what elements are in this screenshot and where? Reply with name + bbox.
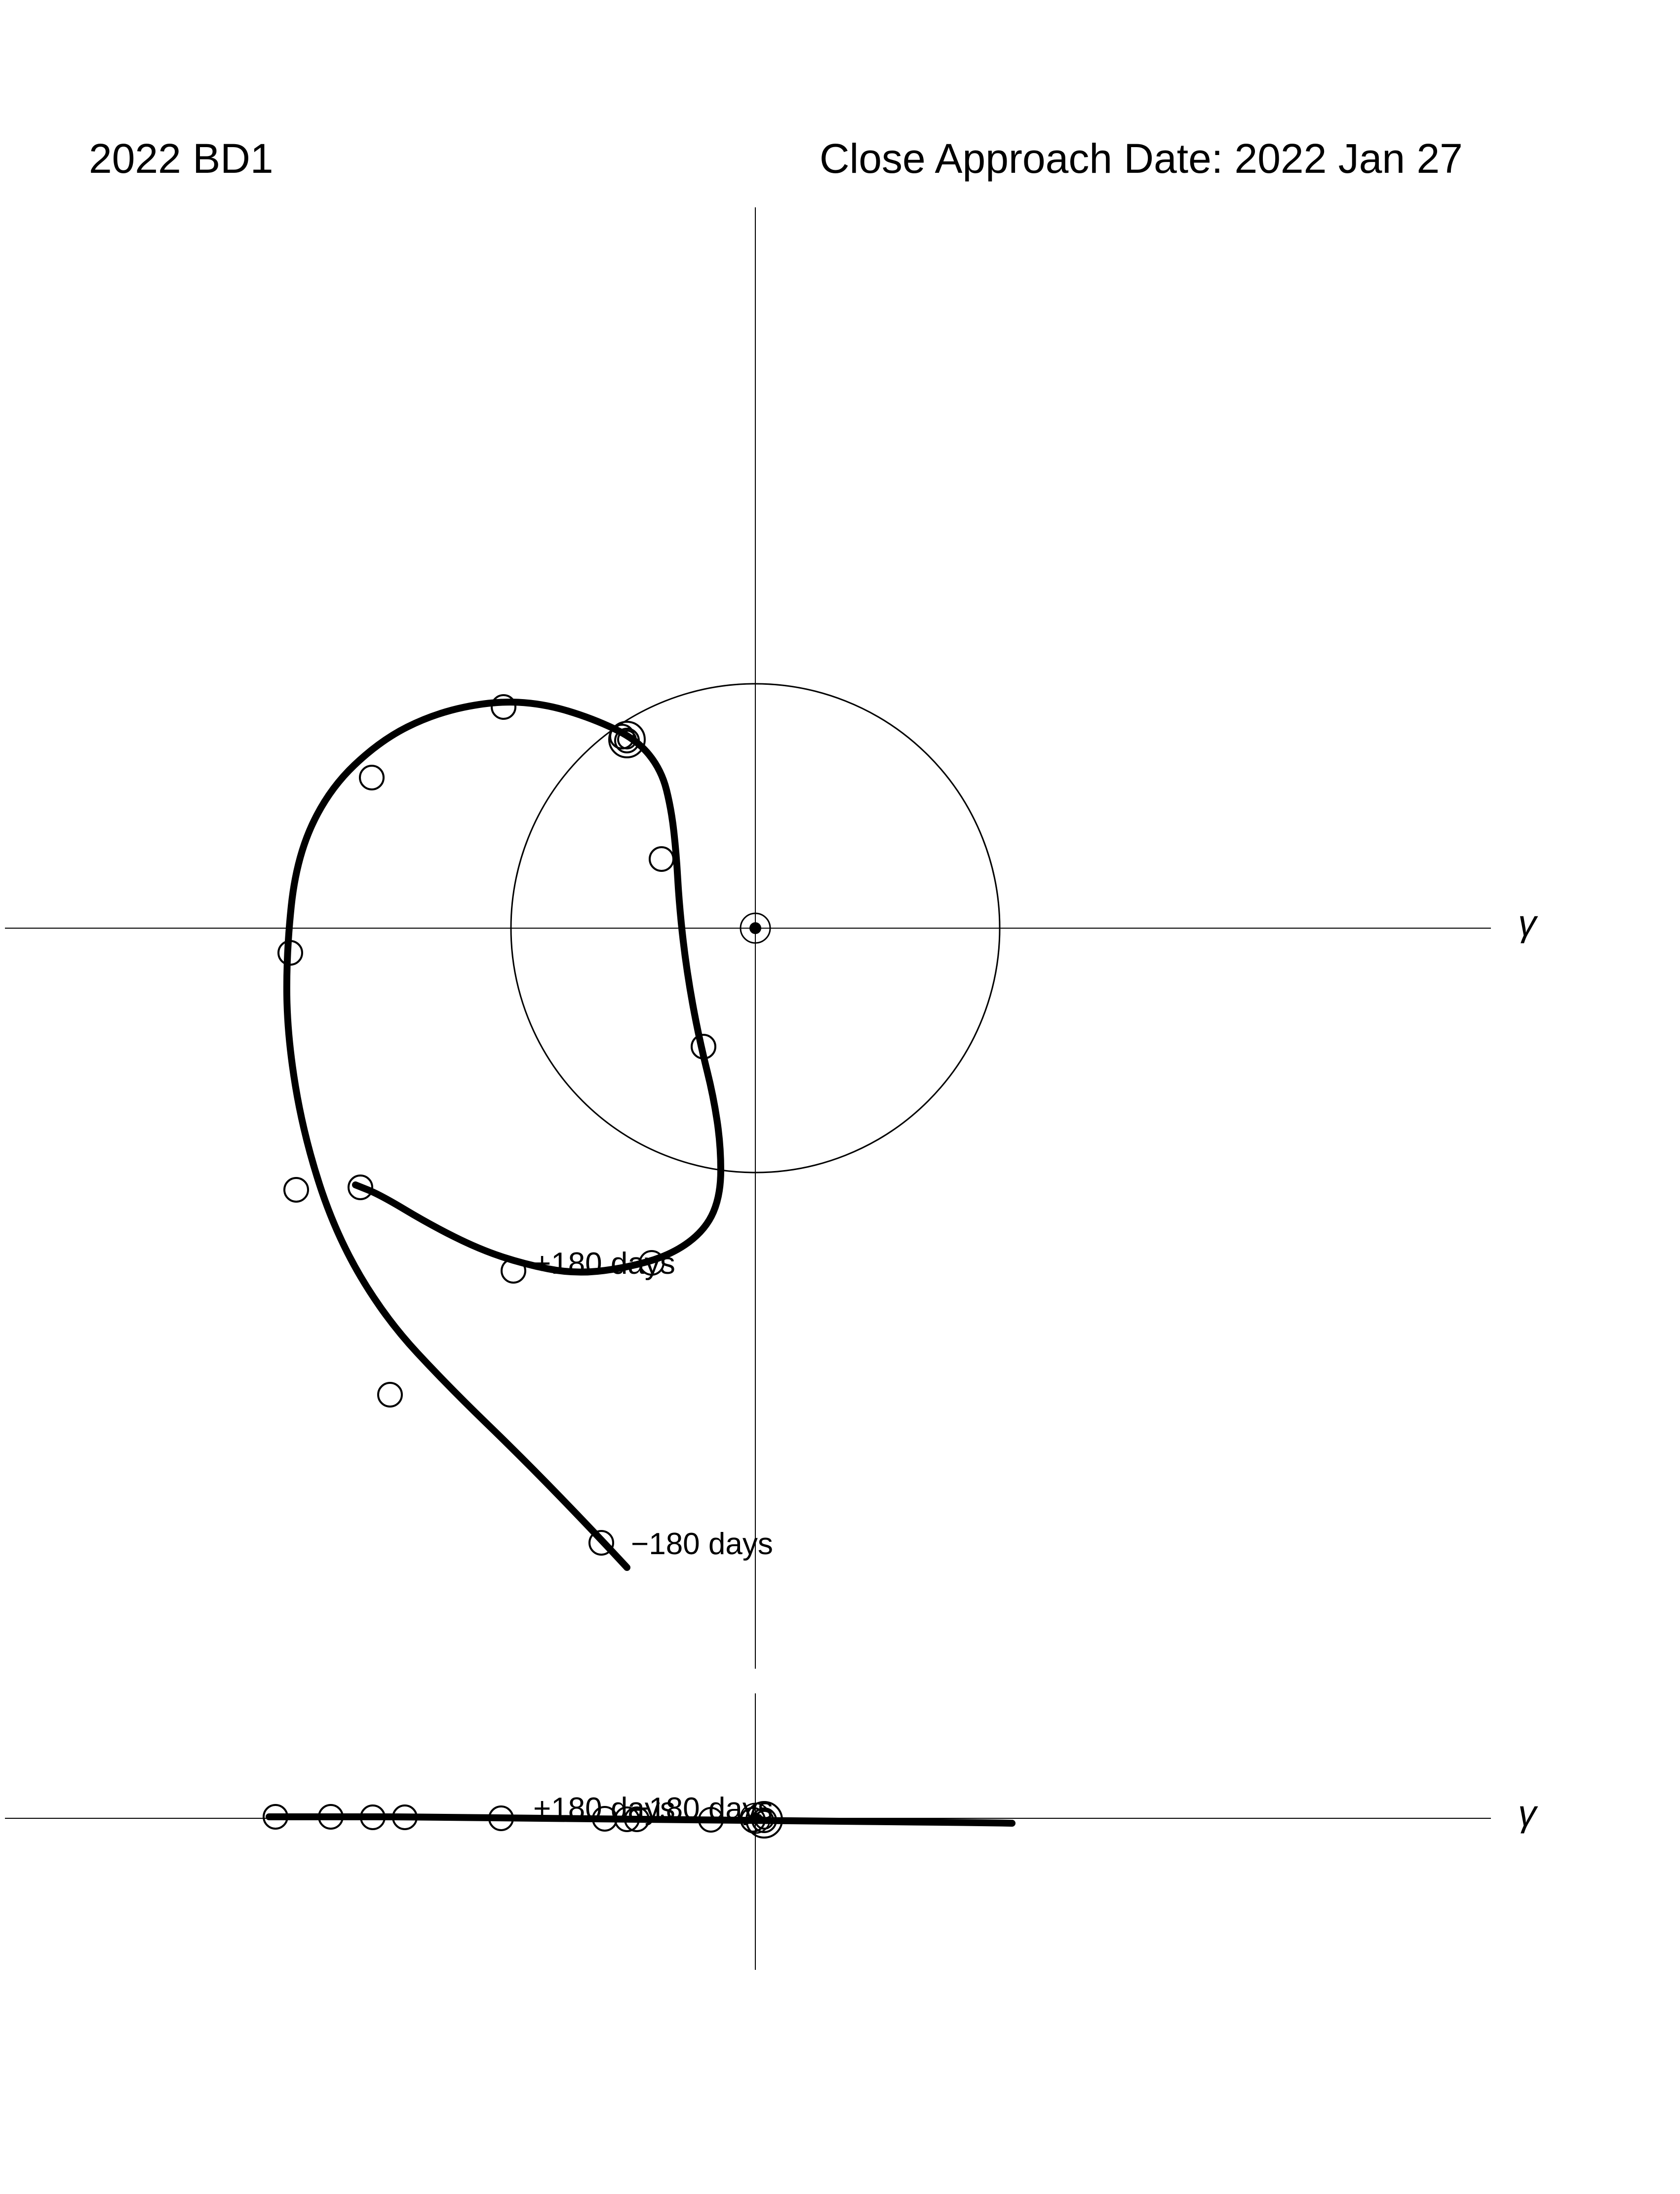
close-approach-date-title: Close Approach Date: 2022 Jan 27: [820, 135, 1463, 182]
bottom-gamma-label: γ: [1518, 1793, 1538, 1834]
top-gamma-label: γ: [1518, 902, 1538, 943]
object-name-title: 2022 BD1: [89, 135, 273, 182]
bottom-minus-180-label: −180 days: [631, 1792, 773, 1826]
minus-180-label: −180 days: [631, 1527, 773, 1561]
plus-180-label: +180 days: [533, 1247, 675, 1281]
earth-marker-inner: [749, 922, 761, 934]
background: [0, 0, 1680, 2194]
